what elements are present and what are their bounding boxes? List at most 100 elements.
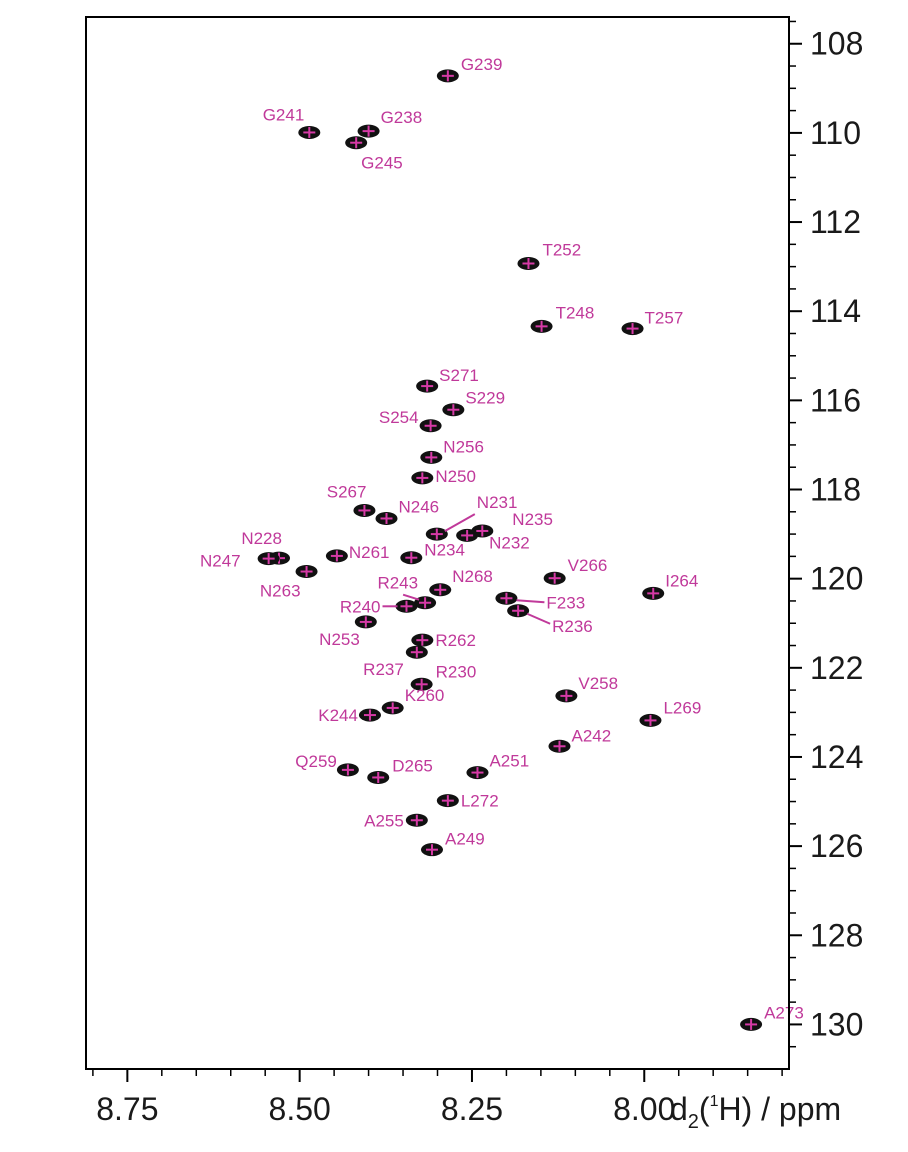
peak-F233: [495, 591, 518, 605]
peak-label-G239: G239: [461, 55, 503, 74]
peak-D265: [367, 770, 390, 784]
peak-N261: [325, 549, 348, 563]
peak-R230: [410, 677, 433, 691]
peak-label-R236: R236: [552, 617, 593, 636]
peak-Q259: [336, 763, 359, 777]
peak-label-N261: N261: [349, 543, 390, 562]
peak-K244: [358, 708, 381, 722]
peak-R262: [411, 633, 434, 647]
y-tick-label: 118: [810, 472, 861, 508]
peak-G245: [345, 136, 368, 150]
y-axis: 108 110 112 114 116 118 120 122 124 126 128 130: [789, 20, 863, 1048]
peak-R243: [414, 596, 437, 610]
peak-label-S254: S254: [379, 408, 419, 427]
y-tick-label: 116: [810, 382, 861, 418]
peak-label-N246: N246: [398, 497, 439, 516]
peak-label-N235: N235: [512, 510, 553, 529]
peak-label-D265: D265: [392, 756, 433, 775]
y-tick-label: 112: [810, 204, 861, 240]
peak-label-G241: G241: [263, 105, 305, 124]
peak-label-V266: V266: [568, 556, 608, 575]
peak-label-A249: A249: [445, 830, 485, 849]
peak-label-R230: R230: [436, 662, 477, 681]
peak-V266: [543, 571, 566, 585]
peak-G238: [357, 124, 380, 138]
peak-label-G245: G245: [361, 154, 403, 173]
peak-label-A255: A255: [364, 811, 404, 830]
peak-R237: [405, 645, 428, 659]
x-tick-label: 8.75: [96, 1091, 158, 1127]
peak-label-Q259: Q259: [295, 752, 337, 771]
peak-label-N268: N268: [452, 567, 493, 586]
peak-label-L272: L272: [461, 792, 499, 811]
peak-label-N247: N247: [200, 552, 241, 571]
peak-label-V258: V258: [578, 674, 618, 693]
peak-K260: [381, 701, 404, 715]
peak-label-K260: K260: [405, 686, 445, 705]
y-tick-label: 122: [810, 650, 863, 686]
peak-N256: [420, 450, 443, 464]
peak-label-K244: K244: [318, 706, 358, 725]
peak-label-N256: N256: [443, 437, 484, 456]
peak-N246: [375, 511, 398, 525]
peak-labels: G239 G241 G238 G245 T252 T248 T257 S271 S229 S254…: [200, 55, 804, 1023]
y-tick-label: 120: [810, 561, 863, 597]
x-axis: 8.75 8.50 8.25 8.00: [92, 1069, 783, 1127]
peak-label-N231: N231: [477, 493, 518, 512]
peak-label-F233: F233: [546, 593, 585, 612]
peak-N250: [411, 471, 434, 485]
peak-G241: [298, 125, 321, 139]
peak-label-R262: R262: [435, 631, 476, 650]
peak-L272: [436, 794, 459, 808]
peak-A249: [420, 843, 443, 857]
peak-N247: [257, 552, 280, 566]
peak-S254: [419, 419, 442, 433]
peak-label-S271: S271: [439, 366, 479, 385]
peak-S267: [353, 503, 376, 517]
peak-label-N228: N228: [241, 529, 282, 548]
peak-N232: [456, 528, 479, 542]
peak-label-N263: N263: [260, 582, 301, 601]
peak-T248: [530, 319, 553, 333]
peak-N253: [354, 615, 377, 629]
peak-label-L269: L269: [663, 698, 701, 717]
peak-label-G238: G238: [381, 108, 423, 127]
y-tick-label: 108: [810, 26, 863, 62]
peak-label-S229: S229: [465, 389, 505, 408]
peak-label-T257: T257: [645, 309, 684, 328]
peak-V258: [555, 689, 578, 703]
peak-T257: [621, 322, 644, 336]
y-tick-label: 130: [810, 1006, 863, 1042]
peak-label-T252: T252: [542, 241, 581, 260]
x-tick-label: 8.50: [269, 1091, 331, 1127]
peak-label-T248: T248: [556, 303, 595, 322]
peak-R236: [507, 604, 530, 618]
y-tick-label: 124: [810, 739, 863, 775]
peak-N234: [400, 551, 423, 565]
y-tick-label: 114: [810, 293, 861, 329]
peak-label-N232: N232: [489, 533, 530, 552]
peak-T252: [517, 257, 540, 271]
leader-R236: [526, 612, 551, 625]
x-axis-title: d2(1H) / ppm: [670, 1091, 841, 1133]
peak-label-R240: R240: [340, 597, 381, 616]
peak-N263: [295, 565, 318, 579]
peak-label-A242: A242: [571, 726, 611, 745]
label-leader-lines: [382, 513, 551, 625]
peak-A251: [466, 766, 489, 780]
leader-N231: [444, 513, 476, 532]
peak-G239: [436, 69, 459, 83]
leader-F233: [516, 599, 545, 604]
peak-label-R237: R237: [363, 660, 404, 679]
peak-S229: [442, 403, 465, 417]
x-tick-label: 8.00: [613, 1091, 675, 1127]
y-tick-label: 110: [810, 115, 861, 151]
peak-label-A251: A251: [489, 752, 529, 771]
peak-label-N253: N253: [319, 630, 360, 649]
peak-label-N250: N250: [435, 467, 476, 486]
peak-label-A273: A273: [764, 1003, 804, 1022]
peaks-layer: [257, 69, 763, 1031]
leader-R243: [402, 593, 420, 601]
x-tick-label: 8.25: [441, 1091, 503, 1127]
